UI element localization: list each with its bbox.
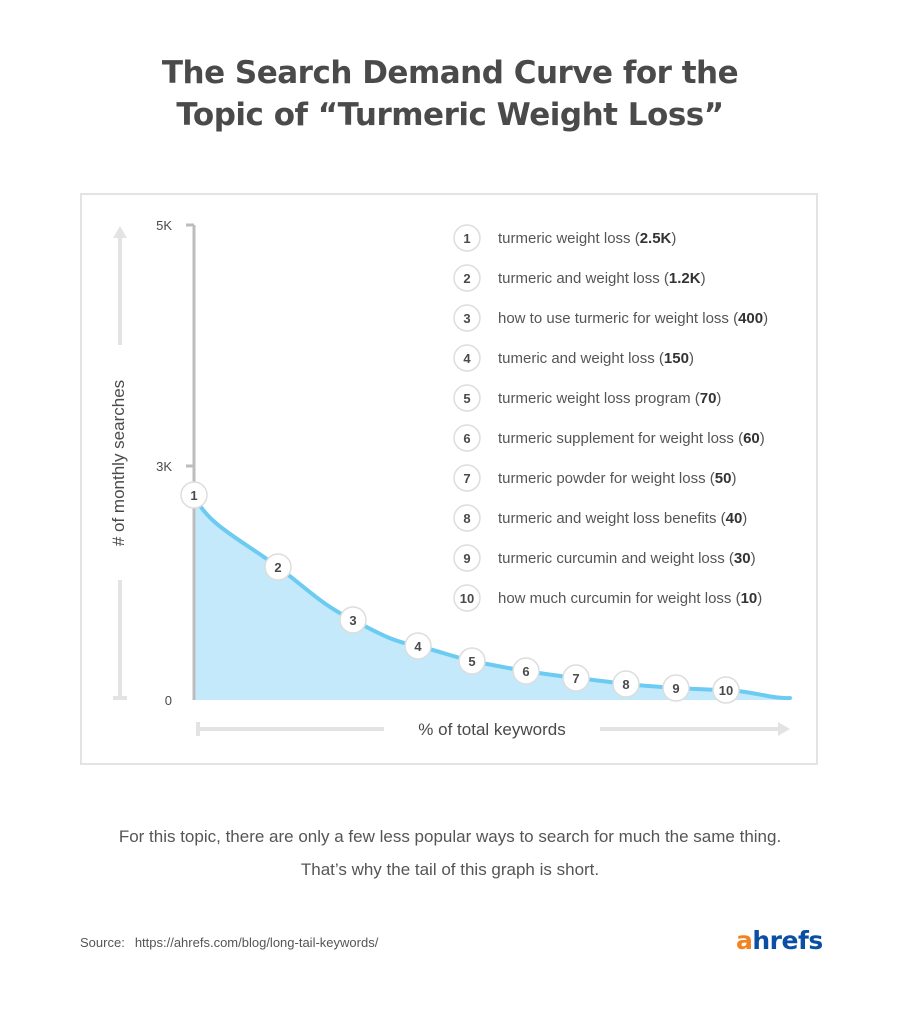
area-fill [194,495,790,700]
x-arrow-head [778,722,790,736]
point-marker-3 [339,606,367,634]
legend-marker-7 [453,464,481,492]
point-marker-6 [512,657,540,685]
y-tick-label: 5K [156,218,172,233]
y-arrow-head [113,226,127,238]
legend-marker-10 [453,584,481,612]
title-line-2: Topic of “Turmeric Weight Loss” [176,97,724,133]
legend-marker-3 [453,304,481,332]
point-label-3: 3 [349,613,356,628]
point-label-5: 5 [468,654,475,669]
legend-number-10: 10 [460,591,474,606]
legend-item-5: turmeric weight loss program (70) [498,390,721,407]
legend-marker-6 [453,424,481,452]
source-line: Source: https://ahrefs.com/blog/long-tail… [80,935,378,950]
point-label-4: 4 [414,639,422,654]
legend-number-8: 8 [463,511,470,526]
point-marker-5 [458,647,486,675]
footnote-line-1: For this topic, there are only a few les… [118,827,782,846]
ahrefs-logo: ahrefs [736,926,823,955]
point-label-7: 7 [572,671,579,686]
legend-number-9: 9 [463,551,470,566]
footnote-line-2: That’s why the tail of this graph is sho… [300,860,600,879]
legend-item-10: how much curcumin for weight loss (10) [498,590,762,607]
legend-number-4: 4 [463,351,471,366]
source-label: Source: [80,935,125,950]
legend-marker-4 [453,344,481,372]
legend-item-8: turmeric and weight loss benefits (40) [498,510,747,527]
point-label-1: 1 [190,488,197,503]
chart-title: The Search Demand Curve for the Topic of… [0,52,900,136]
legend-number-3: 3 [463,311,470,326]
legend-number-6: 6 [463,431,470,446]
legend-marker-8 [453,504,481,532]
legend-item-2: turmeric and weight loss (1.2K) [498,270,706,287]
chart-panel: # of monthly searches % of total keywords… [80,193,818,765]
point-marker-2 [264,553,292,581]
point-marker-10 [712,676,740,704]
search-demand-chart: # of monthly searches % of total keywords… [109,218,792,739]
point-label-9: 9 [672,681,679,696]
point-marker-1 [180,481,208,509]
title-line-1: The Search Demand Curve for the [161,55,739,91]
point-marker-9 [662,674,690,702]
point-label-2: 2 [274,560,281,575]
legend-marker-5 [453,384,481,412]
point-label-10: 10 [719,683,733,698]
legend-item-4: tumeric and weight loss (150) [498,350,694,367]
legend-number-1: 1 [463,231,470,246]
legend-marker-2 [453,264,481,292]
legend-marker-1 [453,224,481,252]
legend-item-9: turmeric curcumin and weight loss (30) [498,550,756,567]
y-axis-label: # of monthly searches [109,380,128,546]
point-marker-8 [612,670,640,698]
legend-item-3: how to use turmeric for weight loss (400… [498,310,768,327]
legend-number-7: 7 [463,471,470,486]
legend-item-1: turmeric weight loss (2.5K) [498,230,676,247]
legend-item-7: turmeric powder for weight loss (50) [498,470,736,487]
point-label-6: 6 [522,664,529,679]
point-marker-7 [562,664,590,692]
source-url[interactable]: https://ahrefs.com/blog/long-tail-keywor… [134,935,379,950]
y-tick-label: 0 [165,693,172,708]
x-axis-label: % of total keywords [418,720,565,739]
footnote: For this topic, there are only a few les… [0,820,900,886]
legend-marker-9 [453,544,481,572]
legend-number-5: 5 [463,391,470,406]
point-marker-4 [404,632,432,660]
point-label-8: 8 [622,677,629,692]
legend-item-6: turmeric supplement for weight loss (60) [498,430,765,447]
y-tick-label: 3K [156,459,172,474]
legend-number-2: 2 [463,271,470,286]
